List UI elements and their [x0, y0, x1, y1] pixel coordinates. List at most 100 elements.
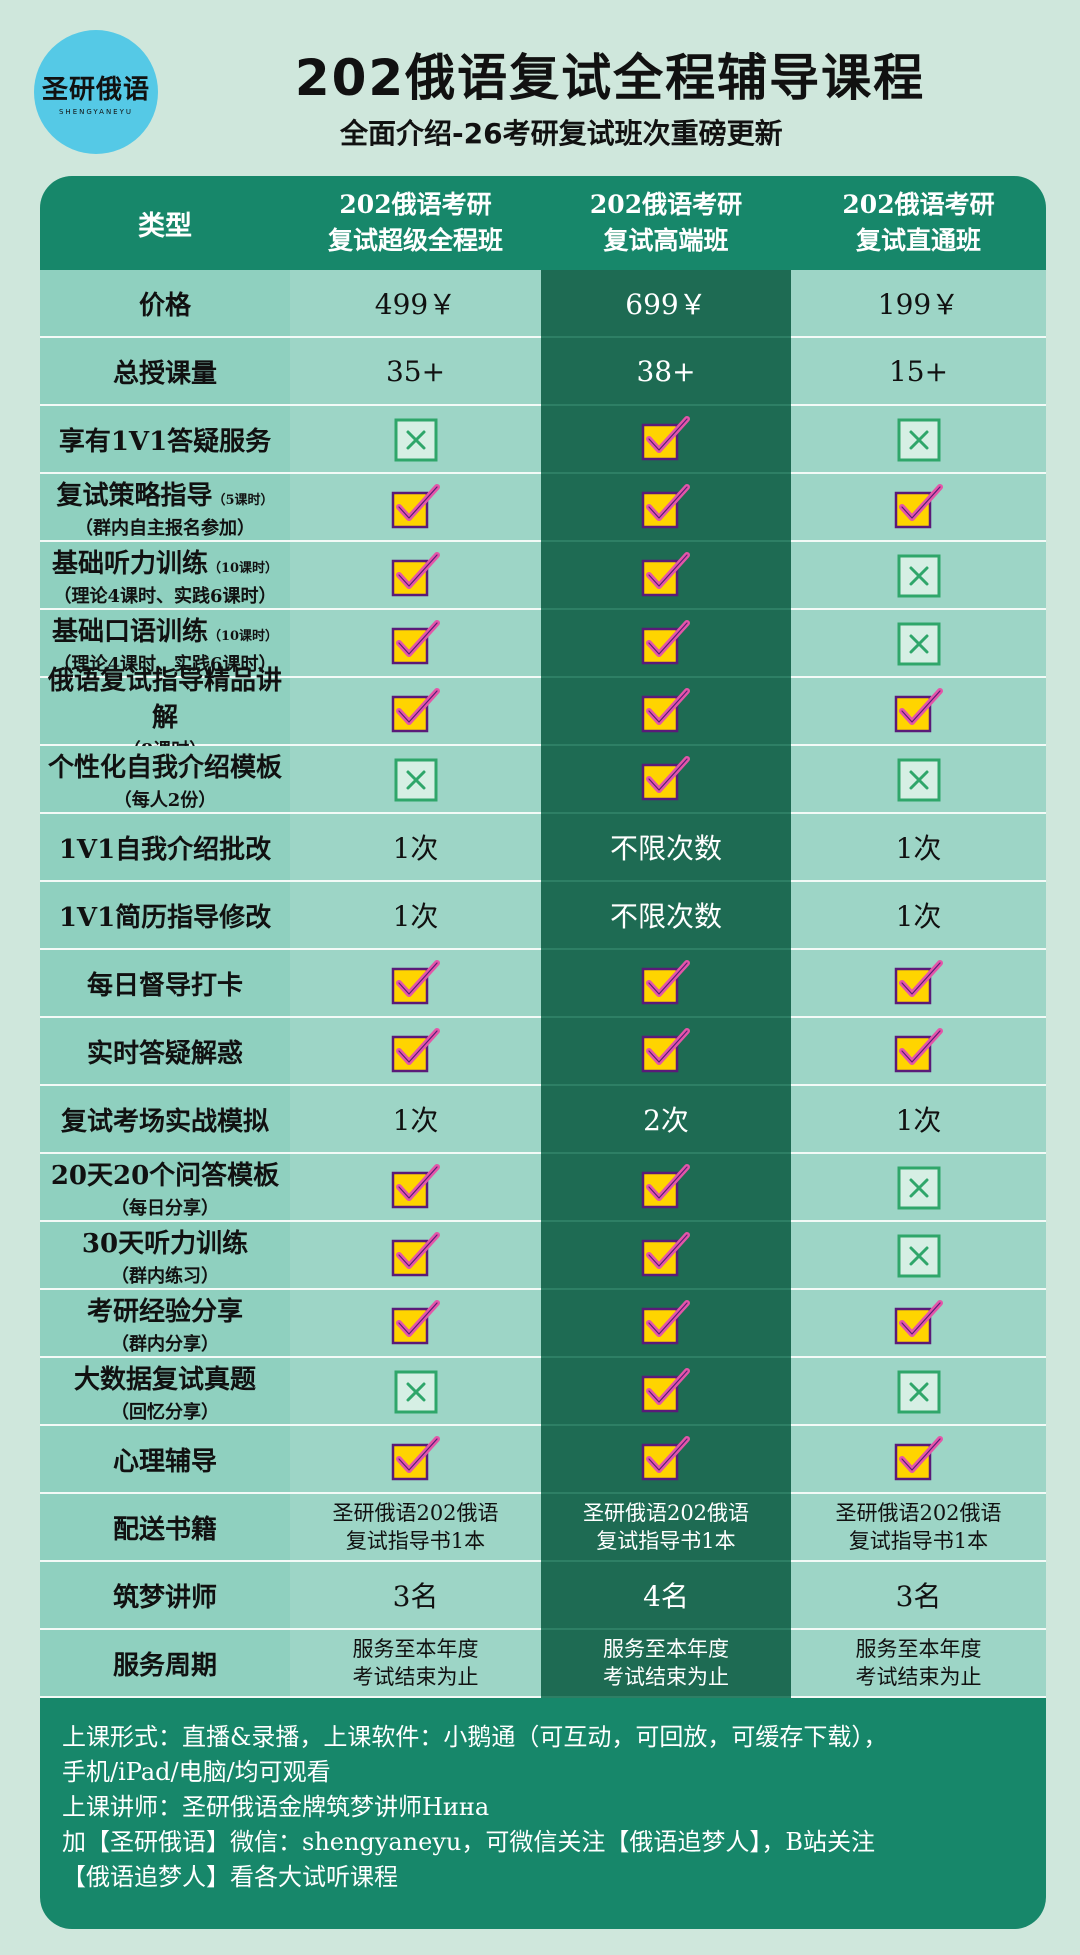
check-box-icon: [641, 960, 690, 1005]
row-label: 筑梦讲师: [112, 1582, 217, 1613]
check-box-icon: [391, 1028, 440, 1073]
check-box-icon: [391, 1300, 440, 1345]
value-cell: 1次: [290, 882, 541, 950]
value-cell: [791, 1222, 1046, 1290]
row-label-line: 1V1自我介绍批改: [59, 829, 271, 866]
row-label: 俄语复试指导精品讲解: [47, 666, 282, 733]
cell-value: 1次: [392, 900, 439, 933]
cell-value: 1次: [895, 900, 942, 933]
table-row: 基础听力训练（10课时） （理论4课时、实践6课时）: [40, 542, 1046, 610]
value-cell: [541, 1426, 791, 1494]
row-label: 个性化自我介绍模板: [47, 752, 282, 783]
value-cell: [541, 1154, 791, 1222]
check-box-icon: [391, 1232, 440, 1277]
value-cell: [541, 1358, 791, 1426]
check-box-icon: [894, 484, 943, 529]
row-label-line: 实时答疑解惑: [87, 1033, 243, 1070]
x-box-icon: [897, 1166, 940, 1210]
x-box-icon: [897, 758, 940, 802]
cell-value: 1次: [895, 832, 942, 865]
value-cell: [541, 406, 791, 474]
cell-value: 圣研俄语202俄语: [332, 1501, 499, 1525]
value-cell: 699￥: [541, 270, 791, 338]
row-label-line: 大数据复试真题: [74, 1359, 256, 1396]
table-row: 基础口语训练（10课时） （理论4课时、实践6课时）: [40, 610, 1046, 678]
row-label-cell: 20天20个问答模板 （每日分享）: [40, 1154, 290, 1222]
cell-value: 3名: [895, 1580, 942, 1613]
row-label: 配送书籍: [112, 1514, 217, 1545]
row-label-cell: 30天听力训练 （群内练习）: [40, 1222, 290, 1290]
table-row: 享有1V1答疑服务: [40, 406, 1046, 474]
row-label-cell: 1V1简历指导修改: [40, 882, 290, 950]
table-row: 筑梦讲师 3名 4名 3名: [40, 1562, 1046, 1630]
check-box-icon: [894, 960, 943, 1005]
value-cell: [290, 950, 541, 1018]
row-label-subtext: （群内分享）: [111, 1333, 219, 1355]
check-box-icon: [641, 1028, 690, 1073]
x-box-icon: [897, 622, 940, 666]
value-cell: [541, 610, 791, 678]
value-cell: [290, 610, 541, 678]
row-label-cell: 总授课量: [40, 338, 290, 406]
value-cell: 不限次数: [541, 882, 791, 950]
check-box-icon: [894, 1028, 943, 1073]
table-row: 价格 499￥ 699￥ 199￥: [40, 270, 1046, 338]
check-box-icon: [641, 1232, 690, 1277]
table-row: 复试策略指导（5课时） （群内自主报名参加）: [40, 474, 1046, 542]
row-label-line: 1V1简历指导修改: [59, 897, 271, 934]
row-label-line: 基础口语训练（10课时）: [52, 611, 278, 648]
cell-value: 考试结束为止: [855, 1665, 982, 1689]
row-label-cell: 个性化自我介绍模板 （每人2份）: [40, 746, 290, 814]
row-label-note: （5课时）: [212, 492, 274, 508]
value-cell: [541, 474, 791, 542]
row-label-cell: 复试考场实战模拟: [40, 1086, 290, 1154]
value-cell: [290, 746, 541, 814]
row-label: 复试考场实战模拟: [60, 1106, 269, 1137]
row-label-cell: 享有1V1答疑服务: [40, 406, 290, 474]
row-label-subtext: （每日分享）: [111, 1197, 219, 1219]
value-cell: 1次: [290, 814, 541, 882]
check-box-icon: [391, 484, 440, 529]
value-cell: [791, 1358, 1046, 1426]
value-cell: [290, 1018, 541, 1086]
value-cell: [290, 678, 541, 746]
column-header-super: 202俄语考研 复试超级全程班: [290, 176, 541, 270]
logo-subtext: SHENGYANEYU: [58, 107, 134, 116]
row-label-note: （10课时）: [207, 628, 279, 644]
row-label-line: 复试策略指导（5课时）: [56, 475, 273, 512]
footer-line: 手机/iPad/电脑/均可观看: [62, 1758, 331, 1786]
row-label-line: 服务周期: [113, 1645, 217, 1682]
row-label: 心理辅导: [112, 1446, 217, 1477]
cell-value: 不限次数: [609, 900, 722, 933]
value-cell: 38+: [541, 338, 791, 406]
cell-value: 199￥: [877, 288, 960, 321]
value-cell: [791, 1018, 1046, 1086]
row-label-cell: 配送书籍: [40, 1494, 290, 1562]
row-label: 20天20个问答模板: [50, 1160, 280, 1191]
row-label-note: （10课时）: [207, 560, 279, 576]
row-label-line: 考研经验分享: [87, 1291, 243, 1328]
value-cell: 4名: [541, 1562, 791, 1630]
table-row: 1V1简历指导修改 1次 不限次数 1次: [40, 882, 1046, 950]
column-header-line: 202俄语考研: [589, 190, 743, 219]
check-box-icon: [641, 416, 690, 461]
check-box-icon: [641, 756, 690, 801]
check-box-icon: [391, 1164, 440, 1209]
brand-logo: 圣研俄语 SHENGYANEYU: [34, 30, 158, 154]
check-box-icon: [391, 620, 440, 665]
row-label: 基础听力训练: [51, 548, 208, 579]
row-label: 30天听力训练: [81, 1228, 249, 1259]
value-cell: [791, 1154, 1046, 1222]
course-info-footer: 上课形式：直播&录播，上课软件：小鹅通（可互动，可回放，可缓存下载）， 手机/i…: [40, 1698, 1046, 1929]
row-label-line: 配送书籍: [113, 1509, 217, 1546]
value-cell: [290, 474, 541, 542]
check-box-icon: [641, 620, 690, 665]
row-label-subtext: （理论4课时、实践6课时）: [53, 585, 277, 607]
x-box-icon: [897, 418, 940, 462]
value-cell: [791, 610, 1046, 678]
check-box-icon: [391, 1436, 440, 1481]
table-row: 实时答疑解惑: [40, 1018, 1046, 1086]
value-cell: [290, 1358, 541, 1426]
cell-value: 服务至本年度: [352, 1637, 479, 1661]
x-box-icon: [897, 1370, 940, 1414]
